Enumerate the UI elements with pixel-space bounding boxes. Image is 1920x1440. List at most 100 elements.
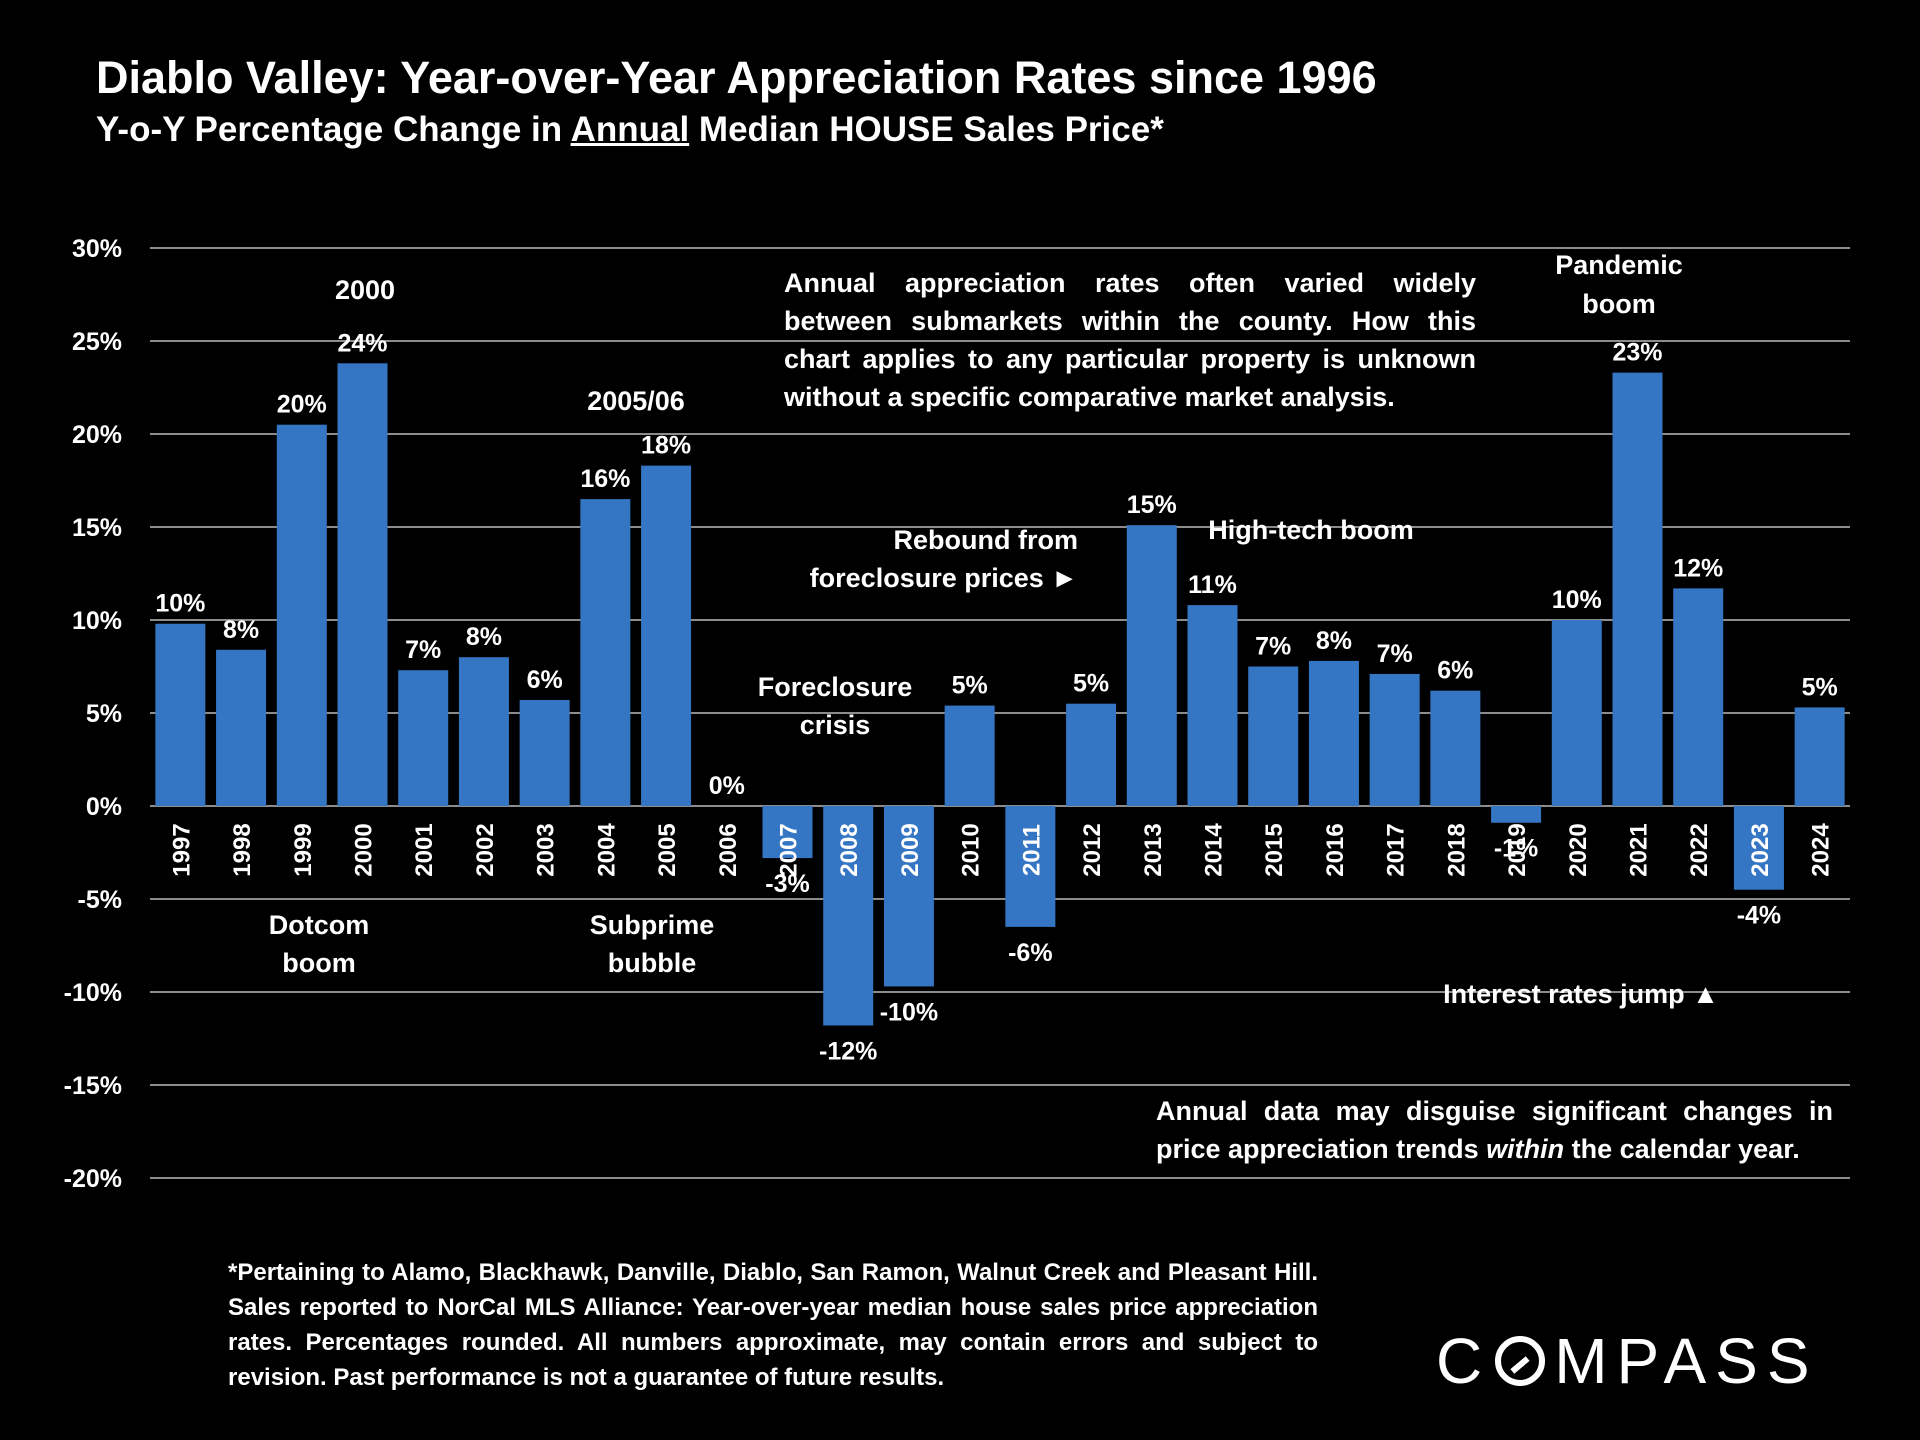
annotation-pandemic: boom	[1582, 289, 1656, 319]
data-label: -10%	[880, 998, 938, 1026]
y-tick-label: 30%	[72, 235, 122, 263]
bar-2011	[1005, 806, 1056, 927]
bar-2003	[519, 699, 570, 806]
bar-2000	[337, 363, 388, 806]
annotation-rates: Interest rates jump ▲	[1443, 979, 1719, 1009]
note-annual-part-2: the calendar year.	[1564, 1134, 1800, 1164]
data-label: 6%	[527, 666, 563, 694]
x-tick-label: 2024	[1808, 823, 1835, 877]
y-tick-label: 15%	[72, 514, 122, 542]
note-annual-part-1: Annual data may disguise significant cha…	[1156, 1096, 1833, 1164]
annotation-y2005: 2005/06	[587, 386, 685, 416]
x-tick-label: 2017	[1383, 823, 1410, 876]
y-tick-label: 20%	[72, 421, 122, 449]
data-label: 0%	[709, 772, 745, 800]
data-label: 15%	[1127, 491, 1177, 519]
bar-2010	[944, 705, 995, 806]
y-tick-label: 5%	[86, 700, 122, 728]
data-label: 5%	[952, 672, 988, 700]
bar-2021	[1612, 372, 1663, 806]
data-label: -3%	[765, 870, 809, 898]
annotation-rebound: foreclosure prices ►	[810, 563, 1078, 593]
note-annual-data: Annual data may disguise significant cha…	[1156, 1092, 1833, 1168]
x-tick-label: 2005	[654, 823, 681, 876]
bar-2018	[1430, 690, 1481, 806]
annotation-hightech: High-tech boom	[1208, 515, 1413, 545]
bar-2001	[398, 670, 449, 806]
data-label: 8%	[223, 616, 259, 644]
data-label: 10%	[155, 590, 205, 618]
x-tick-label: 2012	[1079, 823, 1106, 876]
data-label: 8%	[1316, 627, 1352, 655]
x-tick-label: 2022	[1686, 823, 1713, 876]
annotation-dotcom: Dotcom	[269, 910, 370, 940]
chart-subtitle: Y-o-Y Percentage Change in Annual Median…	[96, 110, 1164, 150]
bar-2012	[1066, 703, 1117, 806]
annotation-foreclosure: crisis	[800, 710, 871, 740]
bar-2016	[1308, 660, 1359, 806]
x-tick-label: 2009	[897, 823, 924, 876]
x-tick-label: 1998	[229, 823, 256, 876]
x-tick-label: 2010	[958, 823, 985, 876]
y-tick-label: -15%	[64, 1072, 122, 1100]
x-tick-label: 2002	[472, 823, 499, 876]
data-label: -6%	[1008, 939, 1052, 967]
data-label: -4%	[1737, 902, 1781, 930]
x-tick-label: 2016	[1322, 823, 1349, 876]
x-tick-label: 2001	[411, 823, 438, 876]
chart-title: Diablo Valley: Year-over-Year Appreciati…	[96, 52, 1377, 103]
data-label: 5%	[1802, 673, 1838, 701]
bar-2004	[580, 499, 631, 806]
bar-2007	[762, 806, 813, 859]
bar-2014	[1187, 605, 1238, 806]
subtitle-underlined-word: Annual	[570, 110, 690, 149]
x-tick-label: 1997	[168, 823, 195, 876]
data-label: 7%	[405, 636, 441, 664]
x-tick-label: 2011	[1018, 824, 1045, 876]
bar-2008	[823, 806, 874, 1026]
data-label: 20%	[277, 391, 327, 419]
bar-1999	[276, 424, 327, 806]
data-label: 7%	[1255, 633, 1291, 661]
bar-2015	[1248, 666, 1299, 806]
data-label: 24%	[337, 329, 387, 357]
x-tick-label: 2018	[1443, 823, 1470, 876]
bar-1998	[216, 649, 267, 806]
y-tick-label: 0%	[86, 793, 122, 821]
bar-2024	[1794, 707, 1845, 806]
y-tick-label: -10%	[64, 979, 122, 1007]
logo-text-start: C	[1436, 1325, 1492, 1397]
y-tick-label: 25%	[72, 328, 122, 356]
bar-2020	[1551, 620, 1602, 806]
data-label: 18%	[641, 432, 691, 460]
data-label: -1%	[1494, 835, 1538, 863]
x-tick-label: 2006	[715, 823, 742, 876]
logo-text-end: MPASS	[1554, 1325, 1819, 1397]
x-tick-label: 2007	[776, 823, 803, 876]
bar-2009	[883, 806, 934, 987]
x-tick-label: 2020	[1565, 823, 1592, 876]
bar-2005	[641, 465, 692, 806]
bar-2023	[1733, 806, 1784, 890]
x-tick-label: 2014	[1201, 823, 1228, 877]
bar-1997	[155, 623, 206, 806]
x-tick-label: 2000	[351, 823, 378, 876]
annotation-rebound: Rebound from	[894, 525, 1078, 555]
x-tick-label: 2003	[533, 823, 560, 876]
y-tick-label: -20%	[64, 1165, 122, 1193]
data-label: 12%	[1673, 554, 1723, 582]
x-tick-label: 2008	[836, 823, 863, 876]
annotation-pandemic: Pandemic	[1555, 250, 1683, 280]
bar-2002	[458, 657, 509, 806]
annotation-foreclosure: Foreclosure	[758, 672, 913, 702]
footnote: *Pertaining to Alamo, Blackhawk, Danvill…	[228, 1259, 1318, 1391]
data-label: 7%	[1377, 640, 1413, 668]
data-label: 8%	[466, 623, 502, 651]
note-annual-italic: within	[1486, 1134, 1565, 1164]
annotation-subprime: Subprime	[590, 910, 715, 940]
bar-2022	[1673, 588, 1724, 806]
subtitle-part-2: Median HOUSE Sales Price*	[689, 110, 1164, 149]
x-tick-label: 2004	[593, 823, 620, 877]
data-label: 5%	[1073, 670, 1109, 698]
